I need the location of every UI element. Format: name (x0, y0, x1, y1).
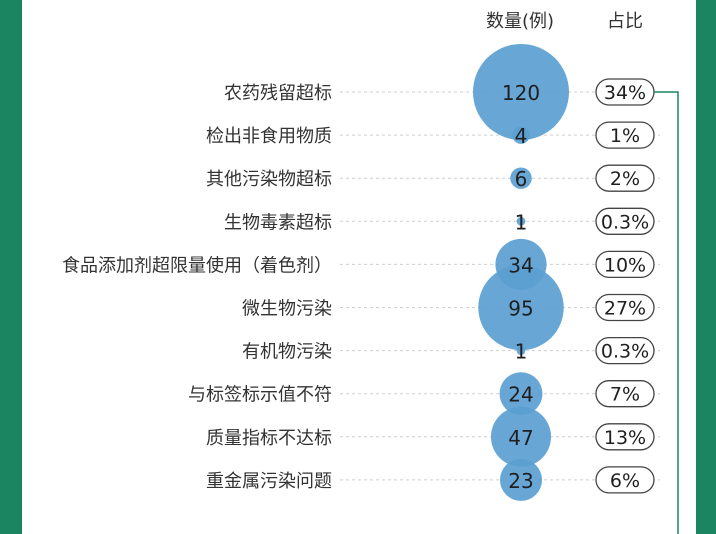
value-labels: 120 4 6 1 34 95 1 24 47 23 (502, 81, 540, 493)
bubble (478, 264, 564, 351)
category-label: 其他污染物超标 (206, 169, 332, 190)
category-label: 与标签标示值不符 (188, 385, 332, 406)
category-label: 农药残留超标 (224, 83, 332, 104)
chart-panel (22, 0, 696, 534)
category-label: 重金属污染问题 (206, 471, 332, 492)
share-label: 2% (610, 168, 640, 190)
bubble (490, 406, 552, 467)
value-label: 24 (508, 383, 533, 407)
share-label: 0.3% (601, 211, 649, 233)
bubble (512, 126, 530, 144)
bubble (516, 346, 526, 355)
value-label: 34 (508, 253, 533, 277)
category-label: 有机物污染 (242, 342, 332, 363)
bubble (499, 458, 543, 501)
share-badges: 34% 1% 2% 0.3% 10% 27% 0.3% 7% 13% 6% (595, 78, 655, 494)
value-label: 1 (515, 210, 528, 234)
share-pill (595, 380, 655, 408)
category-label: 微生物污染 (242, 299, 332, 320)
share-label: 27% (604, 298, 646, 320)
category-label: 检出非食用物质 (206, 126, 332, 147)
category-label: 食品添加剂超限量使用（着色剂） (62, 255, 332, 276)
value-label: 6 (515, 167, 528, 191)
value-label: 4 (515, 124, 528, 148)
category-label: 质量指标不达标 (206, 428, 332, 449)
bubble (473, 44, 569, 140)
share-pill (595, 423, 655, 451)
bubbles (473, 44, 569, 501)
share-label: 13% (604, 427, 646, 449)
share-label: 1% (610, 125, 640, 147)
share-pill (595, 164, 655, 192)
value-label: 23 (508, 469, 533, 493)
value-label: 95 (508, 297, 533, 321)
value-label: 120 (502, 81, 540, 105)
count-header: 数量(例) (486, 11, 554, 32)
share-label: 10% (604, 254, 646, 276)
bubble (499, 372, 543, 416)
category-label: 生物毒素超标 (224, 212, 332, 233)
share-label: 0.3% (601, 341, 649, 363)
bubble (516, 216, 526, 226)
share-header: 占比 (607, 11, 643, 32)
share-pill (595, 466, 655, 494)
value-label: 1 (515, 340, 528, 364)
share-label: 6% (610, 470, 640, 492)
bubble (510, 167, 532, 189)
share-pill (595, 336, 655, 365)
value-label: 47 (508, 426, 533, 450)
share-label: 34% (604, 82, 646, 104)
share-pill (595, 207, 655, 235)
share-pill (595, 293, 655, 322)
share-label: 7% (610, 384, 640, 406)
share-pill (595, 250, 655, 279)
bracket-line (654, 91, 679, 534)
category-labels: 农药残留超标检出非食用物质其他污染物超标生物毒素超标食品添加剂超限量使用（着色剂… (62, 83, 332, 492)
share-pill (595, 121, 655, 149)
